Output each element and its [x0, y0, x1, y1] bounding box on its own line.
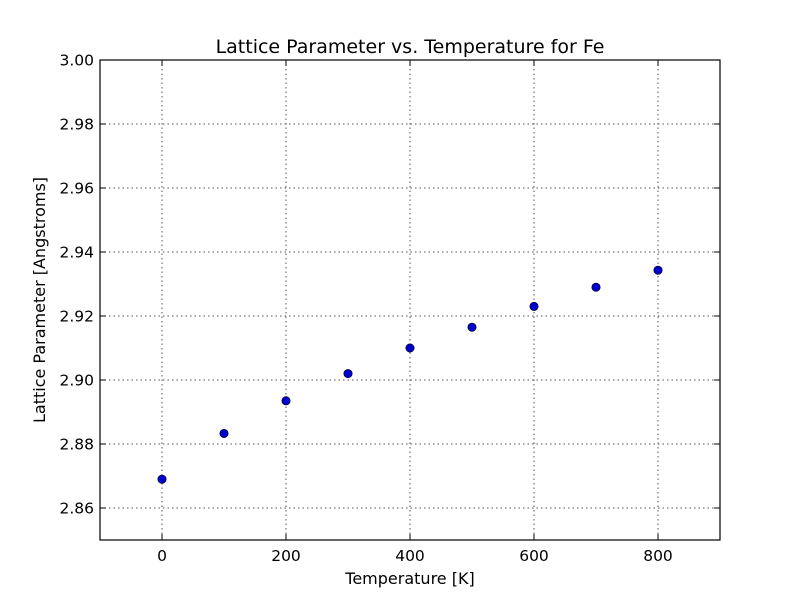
data-points [157, 265, 663, 484]
data-point [219, 428, 229, 438]
chart-title: Lattice Parameter vs. Temperature for Fe [216, 36, 605, 58]
data-point [653, 265, 663, 275]
y-tick-label: 2.94 [59, 244, 94, 262]
data-point [467, 322, 477, 332]
x-tick-label: 800 [643, 547, 673, 565]
grid-lines [100, 60, 720, 540]
x-tick-label: 400 [395, 547, 425, 565]
y-tick-label: 2.96 [59, 180, 94, 198]
y-tick-label: 2.86 [59, 500, 94, 518]
y-tick-label: 2.90 [59, 372, 94, 390]
data-point [591, 282, 601, 292]
x-tick-label: 600 [519, 547, 549, 565]
y-tick-label: 2.88 [59, 436, 94, 454]
x-axis-label: Temperature [K] [344, 569, 474, 588]
x-tick-labels: 0 200 400 600 800 [157, 547, 673, 565]
y-tick-label: 3.00 [59, 52, 94, 70]
data-point [343, 369, 353, 379]
x-tick-label: 0 [157, 547, 167, 565]
axis-ticks [100, 59, 720, 540]
x-tick-label: 200 [271, 547, 301, 565]
y-tick-label: 2.92 [59, 308, 94, 326]
y-tick-label: 2.98 [59, 116, 94, 134]
data-point [529, 301, 539, 311]
y-tick-labels: 2.86 2.88 2.90 2.92 2.94 2.96 2.98 3.00 [59, 52, 94, 518]
plot-frame [99, 59, 721, 541]
data-point [405, 343, 415, 353]
data-point [157, 474, 167, 484]
y-axis-label: Lattice Parameter [Angstroms] [30, 177, 49, 423]
data-point [281, 396, 291, 406]
